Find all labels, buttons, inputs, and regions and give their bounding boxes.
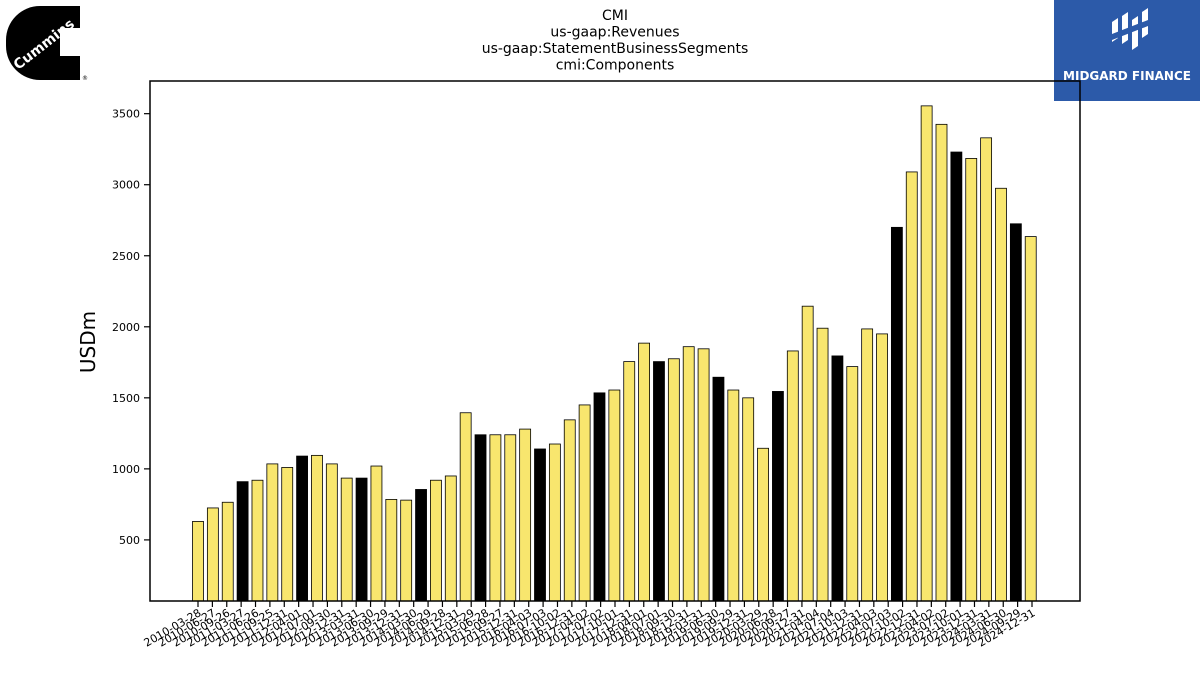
svg-text:®: ® bbox=[82, 75, 88, 82]
bar bbox=[742, 397, 755, 602]
y-axis: 500 1000 1500 2000 2500 3000 3500 bbox=[112, 108, 150, 547]
chart-title-line: us-gaap:Revenues bbox=[550, 25, 679, 41]
bar bbox=[890, 226, 903, 602]
bar bbox=[995, 187, 1007, 602]
bar bbox=[415, 489, 427, 602]
bar bbox=[444, 475, 457, 602]
cummins-logo-icon: Cummins ® bbox=[6, 6, 88, 82]
bar bbox=[489, 434, 502, 602]
bar bbox=[846, 366, 859, 602]
bar bbox=[608, 389, 621, 602]
chart-title-line: us-gaap:StatementBusinessSegments bbox=[482, 41, 749, 57]
bar bbox=[905, 171, 918, 602]
bar bbox=[772, 391, 784, 602]
chart-title-line: cmi:Components bbox=[556, 58, 675, 74]
bar bbox=[340, 477, 353, 602]
bar bbox=[965, 158, 978, 602]
midgard-finance-logo-text: MIDGARD FINANCE bbox=[1063, 69, 1191, 83]
bar bbox=[400, 499, 413, 602]
bar bbox=[236, 481, 249, 602]
bar bbox=[667, 358, 680, 602]
bar bbox=[935, 123, 948, 602]
bar bbox=[281, 467, 294, 602]
bar bbox=[653, 361, 665, 602]
bar bbox=[251, 479, 264, 602]
bar bbox=[221, 501, 234, 602]
bar bbox=[1024, 236, 1037, 602]
bar bbox=[534, 448, 546, 602]
bar bbox=[563, 419, 576, 602]
midgard-finance-logo-icon: MIDGARD FINANCE bbox=[1054, 0, 1200, 101]
x-axis: 2010-03-282010-06-272010-09-262011-03-27… bbox=[142, 601, 1038, 650]
chart-title-line: CMI bbox=[602, 8, 628, 24]
bar bbox=[1009, 223, 1022, 602]
bar bbox=[623, 361, 636, 602]
bar bbox=[504, 434, 517, 602]
bar bbox=[578, 404, 591, 602]
bar bbox=[385, 499, 398, 602]
bar bbox=[325, 463, 338, 602]
bar bbox=[920, 105, 933, 602]
bars-group bbox=[192, 105, 1037, 602]
plot-frame bbox=[149, 80, 1081, 602]
bar bbox=[712, 376, 725, 602]
bar bbox=[950, 151, 963, 602]
bar bbox=[682, 346, 695, 602]
bar bbox=[593, 392, 606, 602]
bar bbox=[311, 454, 323, 602]
bar bbox=[548, 443, 561, 602]
y-tick-label: 1000 bbox=[112, 463, 140, 476]
y-tick-label: 2000 bbox=[112, 321, 140, 334]
bar bbox=[786, 350, 799, 602]
bar bbox=[876, 333, 888, 602]
y-tick-label: 2500 bbox=[112, 250, 140, 263]
bar bbox=[474, 434, 487, 602]
y-tick-label: 500 bbox=[119, 534, 140, 547]
y-axis-label: USDm bbox=[76, 311, 100, 373]
bar bbox=[192, 521, 204, 602]
bar bbox=[266, 463, 279, 602]
bar bbox=[638, 342, 650, 602]
bar bbox=[861, 328, 874, 602]
y-tick-label: 3000 bbox=[112, 179, 140, 192]
bar bbox=[519, 428, 532, 602]
chart-title: CMIus-gaap:Revenuesus-gaap:StatementBusi… bbox=[482, 8, 749, 74]
bar bbox=[370, 465, 383, 602]
bar bbox=[206, 507, 219, 602]
bar bbox=[980, 137, 993, 602]
bar bbox=[816, 327, 829, 602]
y-tick-label: 3500 bbox=[112, 108, 140, 121]
bar bbox=[459, 412, 472, 602]
bar bbox=[355, 477, 368, 602]
y-tick-label: 1500 bbox=[112, 392, 140, 405]
bar bbox=[296, 455, 308, 602]
bar bbox=[801, 305, 814, 602]
bar bbox=[697, 348, 710, 602]
bar bbox=[757, 447, 769, 602]
bar bbox=[727, 389, 740, 602]
bar bbox=[430, 479, 442, 602]
midgard-finance-mark-icon bbox=[1112, 8, 1148, 50]
bar bbox=[831, 355, 844, 602]
